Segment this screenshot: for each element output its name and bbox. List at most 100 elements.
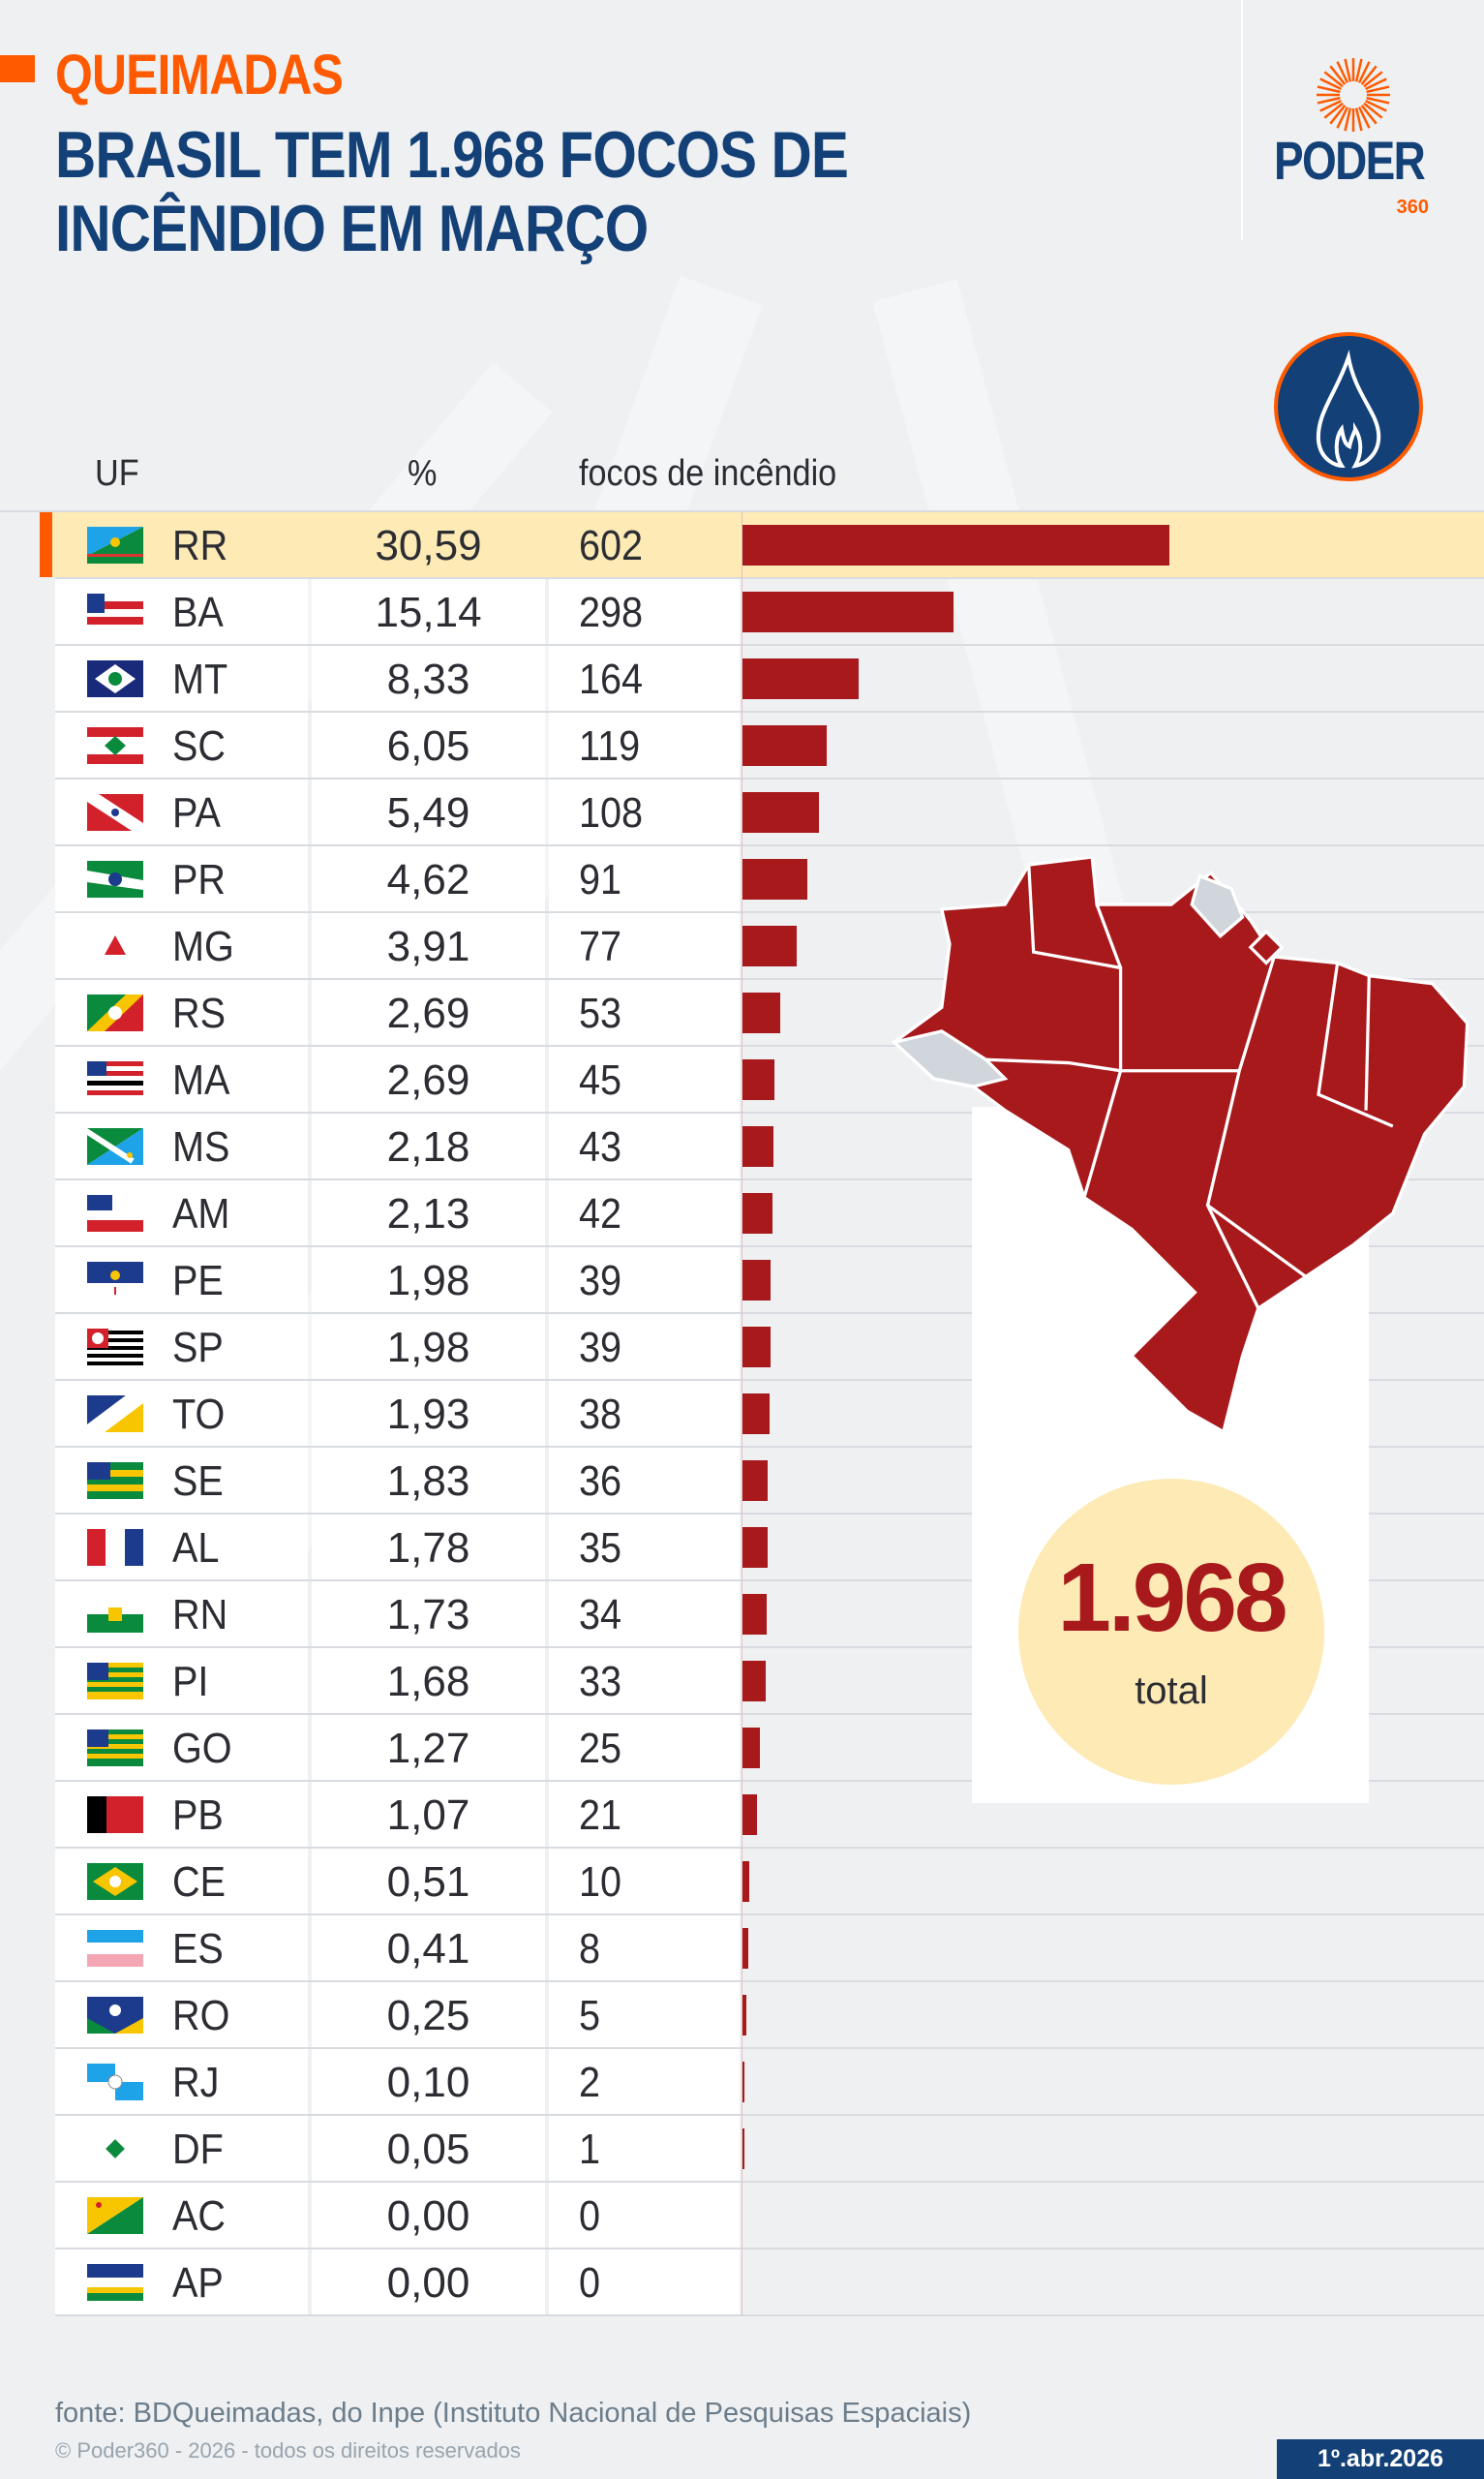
row-divider <box>55 1579 1484 1581</box>
cell-bg <box>312 1782 545 1847</box>
percent-value: 0,00 <box>386 2259 470 2307</box>
flag-rj-icon <box>87 2064 143 2100</box>
flag-ce-icon <box>87 1863 143 1900</box>
cell-bg <box>312 1314 545 1379</box>
flag-pb-icon <box>87 1796 143 1833</box>
flag-go-icon <box>87 1729 143 1766</box>
percent-value: 30,59 <box>375 522 482 569</box>
table-row: PE 1,98 39 <box>0 1247 1484 1314</box>
row-divider <box>55 978 1484 980</box>
uf-label: GO <box>172 1725 232 1772</box>
title-line: INCÊNDIO EM MARÇO <box>55 192 649 265</box>
cell-bg <box>549 980 740 1045</box>
flag-ma-icon <box>87 1061 143 1098</box>
flag-ac-icon <box>87 2197 143 2234</box>
flag-am-icon <box>87 1195 143 1232</box>
count-value: 39 <box>579 1324 622 1371</box>
row-divider <box>55 577 1484 579</box>
category-label: QUEIMADAS <box>55 44 344 107</box>
cell-bg <box>549 713 740 778</box>
flag-se-icon <box>87 1462 143 1499</box>
highlight-marker <box>40 512 52 577</box>
uf-label: PA <box>172 789 221 837</box>
table-row: AL 1,78 35 <box>0 1515 1484 1581</box>
flag-ba-icon <box>87 594 143 630</box>
cell-bg <box>549 2183 740 2248</box>
percent-value: 2,18 <box>386 1123 470 1171</box>
count-value: 45 <box>579 1056 622 1104</box>
percent-value: 5,49 <box>386 789 470 837</box>
row-divider <box>55 1847 1484 1849</box>
count-value: 1 <box>579 2126 601 2173</box>
count-value: 298 <box>579 589 644 636</box>
count-value: 53 <box>579 990 622 1037</box>
row-divider <box>55 1446 1484 1448</box>
cell-bg <box>312 980 545 1045</box>
percent-value: 2,69 <box>386 1056 470 1104</box>
bar-ma <box>742 1059 774 1100</box>
table-row: RJ 0,10 2 <box>0 2049 1484 2116</box>
uf-label: RN <box>172 1591 228 1638</box>
category-marker <box>0 55 35 82</box>
uf-label: DF <box>172 2126 224 2173</box>
uf-label: AL <box>172 1524 220 1572</box>
percent-value: 3,91 <box>386 923 470 970</box>
table-row: GO 1,27 25 <box>0 1715 1484 1782</box>
percent-value: 1,93 <box>386 1391 470 1438</box>
logo-subtext: 360 <box>1396 197 1429 218</box>
count-value: 108 <box>579 789 644 837</box>
count-value: 39 <box>579 1257 622 1304</box>
table-row: RO 0,25 5 <box>0 1982 1484 2049</box>
cell-bg <box>312 1515 545 1579</box>
cell-bg <box>312 1648 545 1713</box>
cell-bg <box>312 1715 545 1780</box>
flag-ap-icon <box>87 2264 143 2301</box>
bar-pr <box>742 859 807 900</box>
uf-label: SC <box>172 722 227 770</box>
table-row: PA 5,49 108 <box>0 780 1484 846</box>
uf-label: ES <box>172 1925 224 1973</box>
uf-label: RS <box>172 990 227 1037</box>
column-header-percent: % <box>408 453 438 494</box>
uf-label: AM <box>172 1190 230 1238</box>
count-value: 602 <box>579 522 644 569</box>
percent-value: 1,78 <box>386 1524 470 1572</box>
cell-bg <box>312 780 545 844</box>
cell-bg <box>312 1581 545 1646</box>
count-value: 10 <box>579 1858 622 1906</box>
table-row: SP 1,98 39 <box>0 1314 1484 1381</box>
cell-bg <box>549 1915 740 1980</box>
bar-mt <box>742 658 860 699</box>
percent-value: 0,41 <box>386 1925 470 1973</box>
total-badge: 1.968 total <box>1018 1479 1324 1785</box>
flag-mg-icon <box>87 928 143 964</box>
uf-label: MT <box>172 656 228 703</box>
cell-bg <box>549 1648 740 1713</box>
uf-label: RO <box>172 1992 230 2039</box>
cell-bg <box>312 1849 545 1913</box>
count-value: 5 <box>579 1992 601 2039</box>
count-value: 91 <box>579 856 622 903</box>
cell-bg <box>312 1448 545 1513</box>
date-badge: 1º.abr.2026 <box>1277 2439 1484 2479</box>
cell-bg <box>312 1915 545 1980</box>
cell-bg <box>549 2049 740 2114</box>
row-divider <box>55 1913 1484 1915</box>
brazil-shape <box>892 857 1469 1435</box>
cell-bg <box>312 2249 545 2314</box>
flag-ro-icon <box>87 1997 143 2034</box>
percent-value: 0,25 <box>386 1992 470 2039</box>
state-borders <box>985 865 1394 1309</box>
flag-pi-icon <box>87 1663 143 1699</box>
bar-am <box>742 1193 772 1234</box>
uf-label: TO <box>172 1391 226 1438</box>
flag-pe-icon <box>87 1262 143 1299</box>
cell-bg <box>312 2049 545 2114</box>
row-divider <box>55 1045 1484 1047</box>
percent-value: 1,07 <box>386 1791 470 1839</box>
percent-value: 1,68 <box>386 1658 470 1705</box>
cell-bg <box>312 846 545 911</box>
uf-label: PE <box>172 1257 224 1304</box>
uf-label: MA <box>172 1056 230 1104</box>
uf-label: RJ <box>172 2059 220 2106</box>
